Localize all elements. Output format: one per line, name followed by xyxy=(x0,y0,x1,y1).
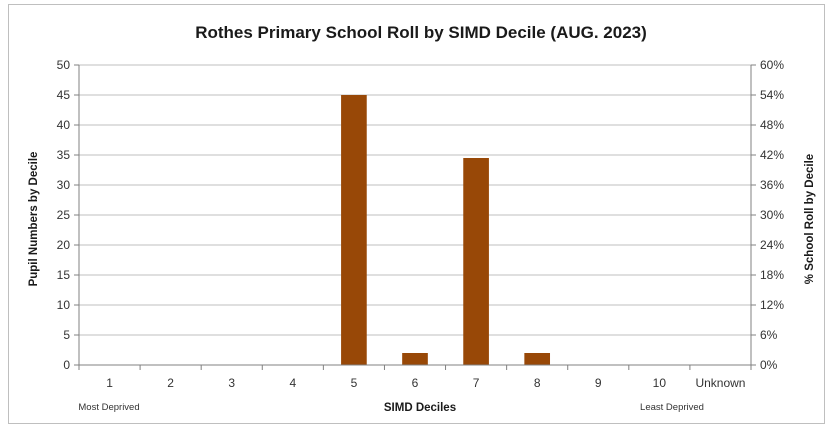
left-y-ticks: 0 5 10 15 20 25 30 35 40 45 50 xyxy=(57,58,71,372)
x-tick-label: 8 xyxy=(534,376,541,390)
axes xyxy=(78,65,752,370)
y-tick-label: 5 xyxy=(63,328,70,342)
y2-tick-label: 18% xyxy=(760,268,784,282)
y-tick-label: 45 xyxy=(57,88,71,102)
y2-tick-label: 30% xyxy=(760,208,784,222)
y2-axis-title: % School Roll by Decile xyxy=(804,154,816,284)
y-tick-label: 40 xyxy=(57,118,71,132)
x-note-least-deprived: Least Deprived xyxy=(640,402,704,413)
y-tick-label: 35 xyxy=(57,148,71,162)
x-tick-label: 9 xyxy=(595,376,602,390)
y-tick-label: 25 xyxy=(57,208,71,222)
y2-tick-label: 0% xyxy=(760,358,778,372)
chart-svg: Rothes Primary School Roll by SIMD Decil… xyxy=(28,23,816,414)
y2-tick-label: 36% xyxy=(760,178,784,192)
right-y-ticks: 0% 6% 12% 18% 24% 30% 36% 42% 48% 54% 60% xyxy=(760,58,784,372)
x-tick-label: 2 xyxy=(167,376,174,390)
y-axis-title: Pupil Numbers by Decile xyxy=(28,152,40,287)
bars xyxy=(341,95,551,365)
x-axis-title: SIMD Deciles xyxy=(384,402,456,414)
chart-frame: Rothes Primary School Roll by SIMD Decil… xyxy=(8,4,825,424)
x-tick-label: 3 xyxy=(228,376,235,390)
x-tick-label: 5 xyxy=(351,376,358,390)
x-tick-label: 7 xyxy=(473,376,480,390)
y2-tick-label: 60% xyxy=(760,58,784,72)
bar xyxy=(341,95,367,365)
bar xyxy=(524,353,551,365)
y2-tick-label: 42% xyxy=(760,148,784,162)
y2-tick-label: 48% xyxy=(760,118,784,132)
x-tick-label: 6 xyxy=(412,376,419,390)
x-ticks: 1 2 3 4 5 6 7 8 9 10 Unknown xyxy=(106,376,745,390)
y-tick-label: 30 xyxy=(57,178,71,192)
y-tick-label: 0 xyxy=(63,358,70,372)
gridlines xyxy=(74,64,756,366)
y-tick-label: 15 xyxy=(57,268,71,282)
x-tick-label: 1 xyxy=(106,376,113,390)
y-tick-label: 10 xyxy=(57,298,71,312)
y2-tick-label: 6% xyxy=(760,328,778,342)
x-tick-label: 4 xyxy=(289,376,296,390)
y2-tick-label: 24% xyxy=(760,238,784,252)
bar xyxy=(463,158,489,365)
y2-tick-label: 54% xyxy=(760,88,784,102)
x-note-most-deprived: Most Deprived xyxy=(78,402,139,413)
y-tick-label: 50 xyxy=(57,58,71,72)
x-tick-label: Unknown xyxy=(695,376,745,390)
x-tick-label: 10 xyxy=(653,376,667,390)
y-tick-label: 20 xyxy=(57,238,71,252)
chart-title: Rothes Primary School Roll by SIMD Decil… xyxy=(195,23,647,42)
y2-tick-label: 12% xyxy=(760,298,784,312)
bar xyxy=(402,353,428,365)
